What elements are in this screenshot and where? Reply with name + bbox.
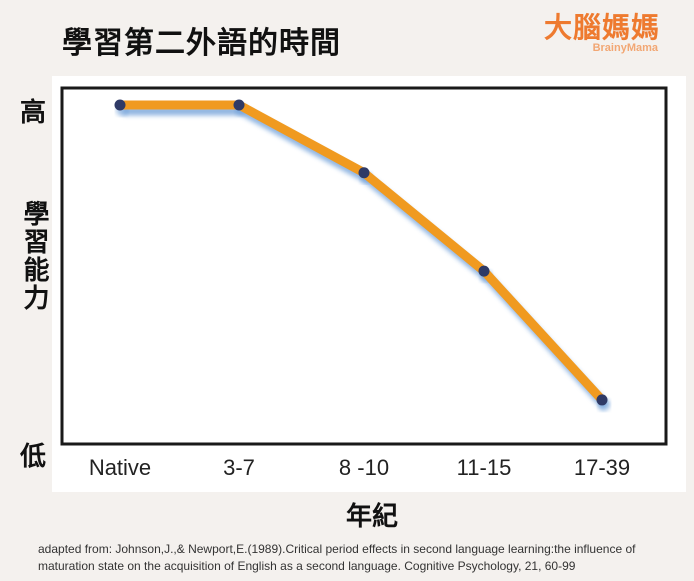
data-point-Native xyxy=(114,99,126,111)
x-tick-labels: Native 3-7 8 -10 11-15 17-39 xyxy=(89,455,630,480)
y-axis-low-label: 低 xyxy=(20,442,47,472)
y-axis-high-label: 高 xyxy=(20,98,47,128)
x-tick-label-2: 8 -10 xyxy=(339,455,389,480)
data-point-17-39 xyxy=(596,394,608,406)
logo-english: BrainyMama xyxy=(592,42,658,54)
x-tick-label-1: 3-7 xyxy=(223,455,255,480)
x-tick-label-4: 17-39 xyxy=(574,455,630,480)
plot-area-frame xyxy=(60,86,668,446)
page-title: 學習第二外語的時間 xyxy=(62,26,341,61)
data-point-3-7 xyxy=(233,99,245,111)
y-axis-title: 學習能力 xyxy=(19,200,49,312)
x-tick-label-0: Native xyxy=(89,455,151,480)
data-point-8 -10 xyxy=(358,167,370,179)
logo-chinese: 大腦媽媽 xyxy=(543,11,660,44)
data-markers xyxy=(114,99,608,406)
data-point-11-15 xyxy=(478,265,490,277)
x-tick-label-3: 11-15 xyxy=(457,455,512,480)
x-axis-title: 年紀 xyxy=(345,502,398,532)
source-citation: adapted from: Johnson,J.,& Newport,E.(19… xyxy=(38,542,636,573)
brand-logo: 大腦媽媽 BrainyMama xyxy=(544,6,660,54)
